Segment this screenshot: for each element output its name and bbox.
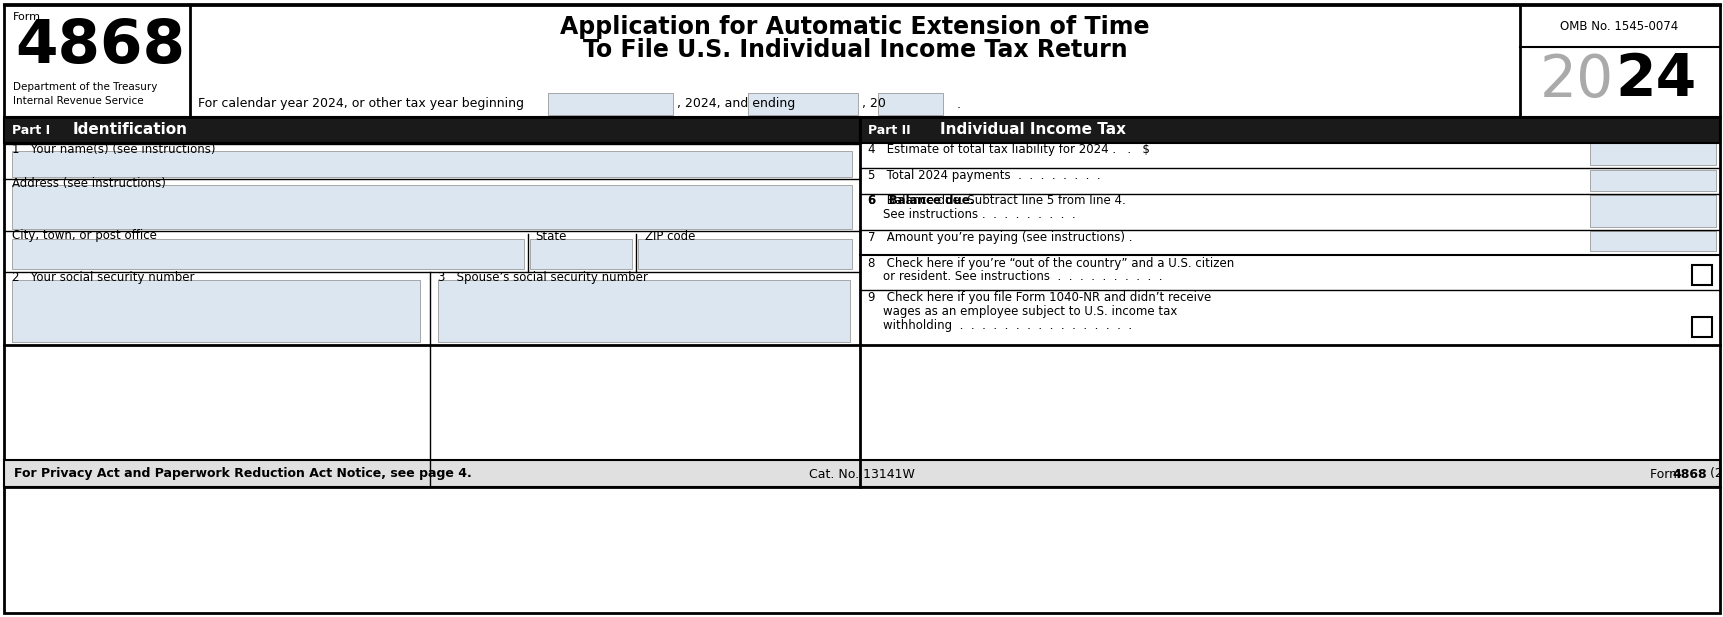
Text: 8   Check here if you’re “out of the country” and a U.S. citizen: 8 Check here if you’re “out of the count… xyxy=(867,257,1234,270)
Bar xyxy=(529,239,632,269)
Bar xyxy=(12,151,851,177)
Text: ZIP code: ZIP code xyxy=(644,230,694,242)
Text: Internal Revenue Service: Internal Revenue Service xyxy=(14,96,143,106)
Text: 5   Total 2024 payments  .  .  .  .  .  .  .  .: 5 Total 2024 payments . . . . . . . . xyxy=(867,170,1099,183)
Text: Part I: Part I xyxy=(12,123,50,136)
Text: 4   Estimate of total tax liability for 2024 .   .   $: 4 Estimate of total tax liability for 20… xyxy=(867,143,1149,155)
Text: Form: Form xyxy=(14,12,41,22)
Text: withholding  .  .  .  .  .  .  .  .  .  .  .  .  .  .  .  .: withholding . . . . . . . . . . . . . . … xyxy=(867,320,1132,333)
Bar xyxy=(12,280,420,342)
Bar xyxy=(860,117,1720,143)
Bar xyxy=(3,117,860,143)
Text: 2   Your social security number: 2 Your social security number xyxy=(12,271,195,284)
Text: City, town, or post office: City, town, or post office xyxy=(12,230,157,242)
Bar xyxy=(1589,170,1714,191)
Text: 20: 20 xyxy=(1539,51,1613,109)
Bar xyxy=(438,280,849,342)
Text: Form: Form xyxy=(1649,468,1685,481)
Bar xyxy=(877,93,942,115)
Bar xyxy=(1690,265,1711,285)
Bar xyxy=(748,93,858,115)
Text: Cat. No. 13141W: Cat. No. 13141W xyxy=(808,468,915,481)
Text: State: State xyxy=(534,230,567,242)
Text: OMB No. 1545-0074: OMB No. 1545-0074 xyxy=(1559,20,1676,33)
Text: .: . xyxy=(944,97,960,110)
Bar xyxy=(638,239,851,269)
Text: 24: 24 xyxy=(1614,51,1695,109)
Text: To File U.S. Individual Income Tax Return: To File U.S. Individual Income Tax Retur… xyxy=(582,38,1127,62)
Text: 4868: 4868 xyxy=(16,17,184,77)
Bar xyxy=(1589,195,1714,227)
Bar xyxy=(12,239,524,269)
Text: Identification: Identification xyxy=(72,123,188,138)
Bar xyxy=(1690,317,1711,337)
Text: For calendar year 2024, or other tax year beginning: For calendar year 2024, or other tax yea… xyxy=(198,97,524,110)
Bar xyxy=(548,93,672,115)
Text: 7   Amount you’re paying (see instructions) .: 7 Amount you’re paying (see instructions… xyxy=(867,231,1132,244)
Text: Department of the Treasury: Department of the Treasury xyxy=(14,82,157,92)
Text: 1   Your name(s) (see instructions): 1 Your name(s) (see instructions) xyxy=(12,143,215,155)
Bar xyxy=(12,185,851,229)
Bar xyxy=(3,460,1720,487)
Bar xyxy=(1589,143,1714,165)
Text: (2024): (2024) xyxy=(1706,468,1723,481)
Bar xyxy=(1589,231,1714,251)
Text: 9   Check here if you file Form 1040-NR and didn’t receive: 9 Check here if you file Form 1040-NR an… xyxy=(867,291,1211,305)
Text: 6   Balance due.: 6 Balance due. xyxy=(867,194,973,207)
Text: 6   Balance due. Subtract line 5 from line 4.: 6 Balance due. Subtract line 5 from line… xyxy=(867,194,1125,207)
Text: , 2024, and ending: , 2024, and ending xyxy=(677,97,794,110)
Text: or resident. See instructions  .  .  .  .  .  .  .  .  .  .: or resident. See instructions . . . . . … xyxy=(867,270,1161,283)
Text: Individual Income Tax: Individual Income Tax xyxy=(939,123,1125,138)
Text: Part II: Part II xyxy=(867,123,910,136)
Text: Address (see instructions): Address (see instructions) xyxy=(12,176,165,189)
Text: See instructions .  .  .  .  .  .  .  .  .: See instructions . . . . . . . . . xyxy=(867,207,1075,220)
Text: , 20: , 20 xyxy=(862,97,886,110)
Text: wages as an employee subject to U.S. income tax: wages as an employee subject to U.S. inc… xyxy=(867,305,1177,318)
Text: For Privacy Act and Paperwork Reduction Act Notice, see page 4.: For Privacy Act and Paperwork Reduction … xyxy=(14,468,472,481)
Text: 3   Spouse’s social security number: 3 Spouse’s social security number xyxy=(438,271,648,284)
Text: Application for Automatic Extension of Time: Application for Automatic Extension of T… xyxy=(560,15,1149,39)
Text: 4868: 4868 xyxy=(1671,468,1706,481)
